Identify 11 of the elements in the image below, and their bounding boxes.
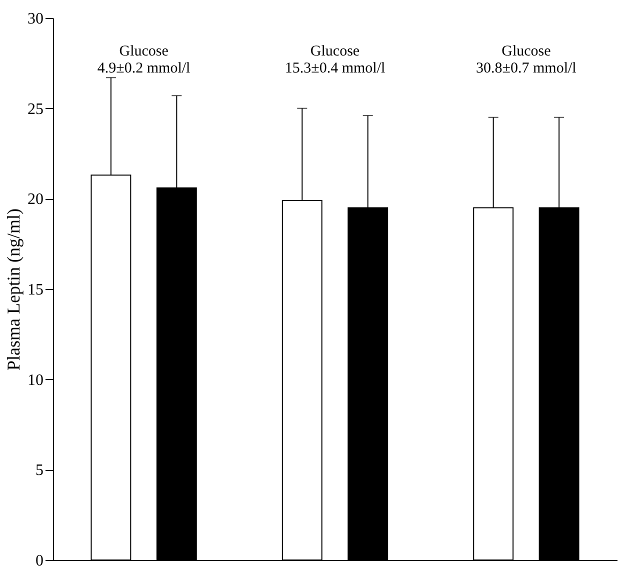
y-axis-title: Plasma Leptin (ng/ml) xyxy=(4,208,24,370)
y-tick-label: 20 xyxy=(28,191,44,208)
x-tick-label: Glucose 4.9±0.2 mmol/l xyxy=(97,44,190,76)
x-tick-label: Glucose 30.8±0.7 mmol/l xyxy=(476,44,576,76)
y-tick-label: 10 xyxy=(28,372,44,389)
y-tick-label: 0 xyxy=(36,552,44,570)
y-tick-label: 30 xyxy=(28,10,44,28)
x-tick-label: Glucose 15.3±0.4 mmol/l xyxy=(284,44,386,76)
y-tick-label: 15 xyxy=(28,282,44,298)
y-tick-label: 25 xyxy=(28,100,44,118)
y-tick-label: 5 xyxy=(36,462,44,480)
